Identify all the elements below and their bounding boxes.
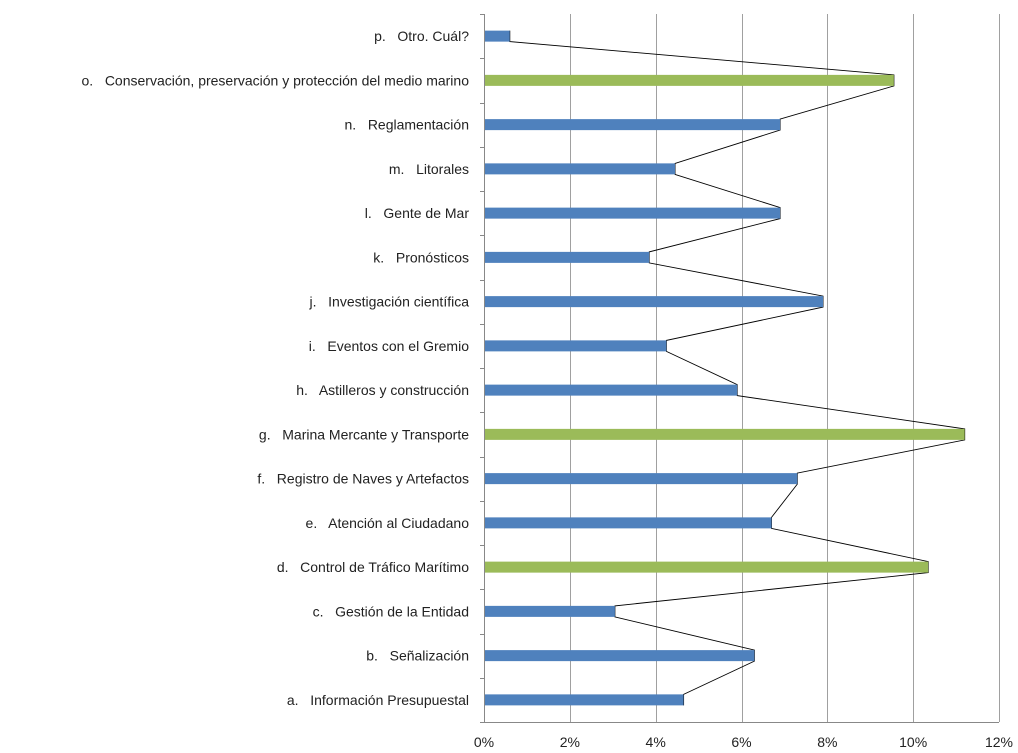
category-label: d. Control de Tráfico Marítimo bbox=[277, 559, 469, 575]
bar bbox=[485, 251, 650, 263]
x-tick-label: 12% bbox=[985, 734, 1013, 750]
bar bbox=[485, 605, 615, 617]
category-label: h. Astilleros y construcción bbox=[296, 382, 469, 398]
bar bbox=[485, 650, 755, 662]
bars bbox=[485, 30, 965, 706]
x-tick-label: 2% bbox=[560, 734, 580, 750]
bar-highlighted bbox=[485, 428, 965, 440]
category-label: a. Información Presupuestal bbox=[287, 692, 469, 708]
x-tick-label: 0% bbox=[474, 734, 494, 750]
bar bbox=[485, 296, 824, 308]
connector-polyline bbox=[509, 30, 966, 706]
bar bbox=[485, 694, 684, 706]
category-label: g. Marina Mercante y Transporte bbox=[259, 426, 469, 442]
x-tick-label: 10% bbox=[899, 734, 927, 750]
x-tick-label: 4% bbox=[646, 734, 666, 750]
gridlines bbox=[480, 14, 1000, 723]
bar-highlighted bbox=[485, 74, 894, 86]
category-label: e. Atención al Ciudadano bbox=[306, 515, 470, 531]
category-label: b. Señalización bbox=[366, 648, 469, 664]
category-label: n. Reglamentación bbox=[344, 117, 469, 133]
category-label: i. Eventos con el Gremio bbox=[309, 338, 470, 354]
category-label: k. Pronósticos bbox=[373, 249, 469, 265]
x-tick-labels: 0% 2% 4% 6% 8% 10% 12% bbox=[474, 734, 1013, 750]
category-label: p. Otro. Cuál? bbox=[374, 28, 469, 44]
bar-highlighted bbox=[485, 561, 929, 573]
category-labels: a. Información Presupuestal b. Señalizaci… bbox=[81, 28, 469, 708]
bar bbox=[485, 473, 798, 485]
category-label: o. Conservación, preservación y protecci… bbox=[81, 72, 469, 88]
bar bbox=[485, 207, 781, 219]
category-label: j. Investigación científica bbox=[308, 294, 469, 310]
category-label: c. Gestión de la Entidad bbox=[313, 603, 469, 619]
connector-line bbox=[509, 30, 966, 706]
bar bbox=[485, 384, 738, 396]
category-label: m. Litorales bbox=[389, 161, 469, 177]
bar bbox=[485, 517, 772, 529]
category-label: l. Gente de Mar bbox=[365, 205, 470, 221]
x-tick-label: 6% bbox=[731, 734, 751, 750]
category-label: f. Registro de Naves y Artefactos bbox=[257, 471, 469, 487]
bar bbox=[485, 163, 675, 175]
bar bbox=[485, 119, 781, 131]
x-tick-label: 8% bbox=[817, 734, 837, 750]
bar bbox=[485, 340, 667, 352]
bar bbox=[485, 30, 510, 42]
